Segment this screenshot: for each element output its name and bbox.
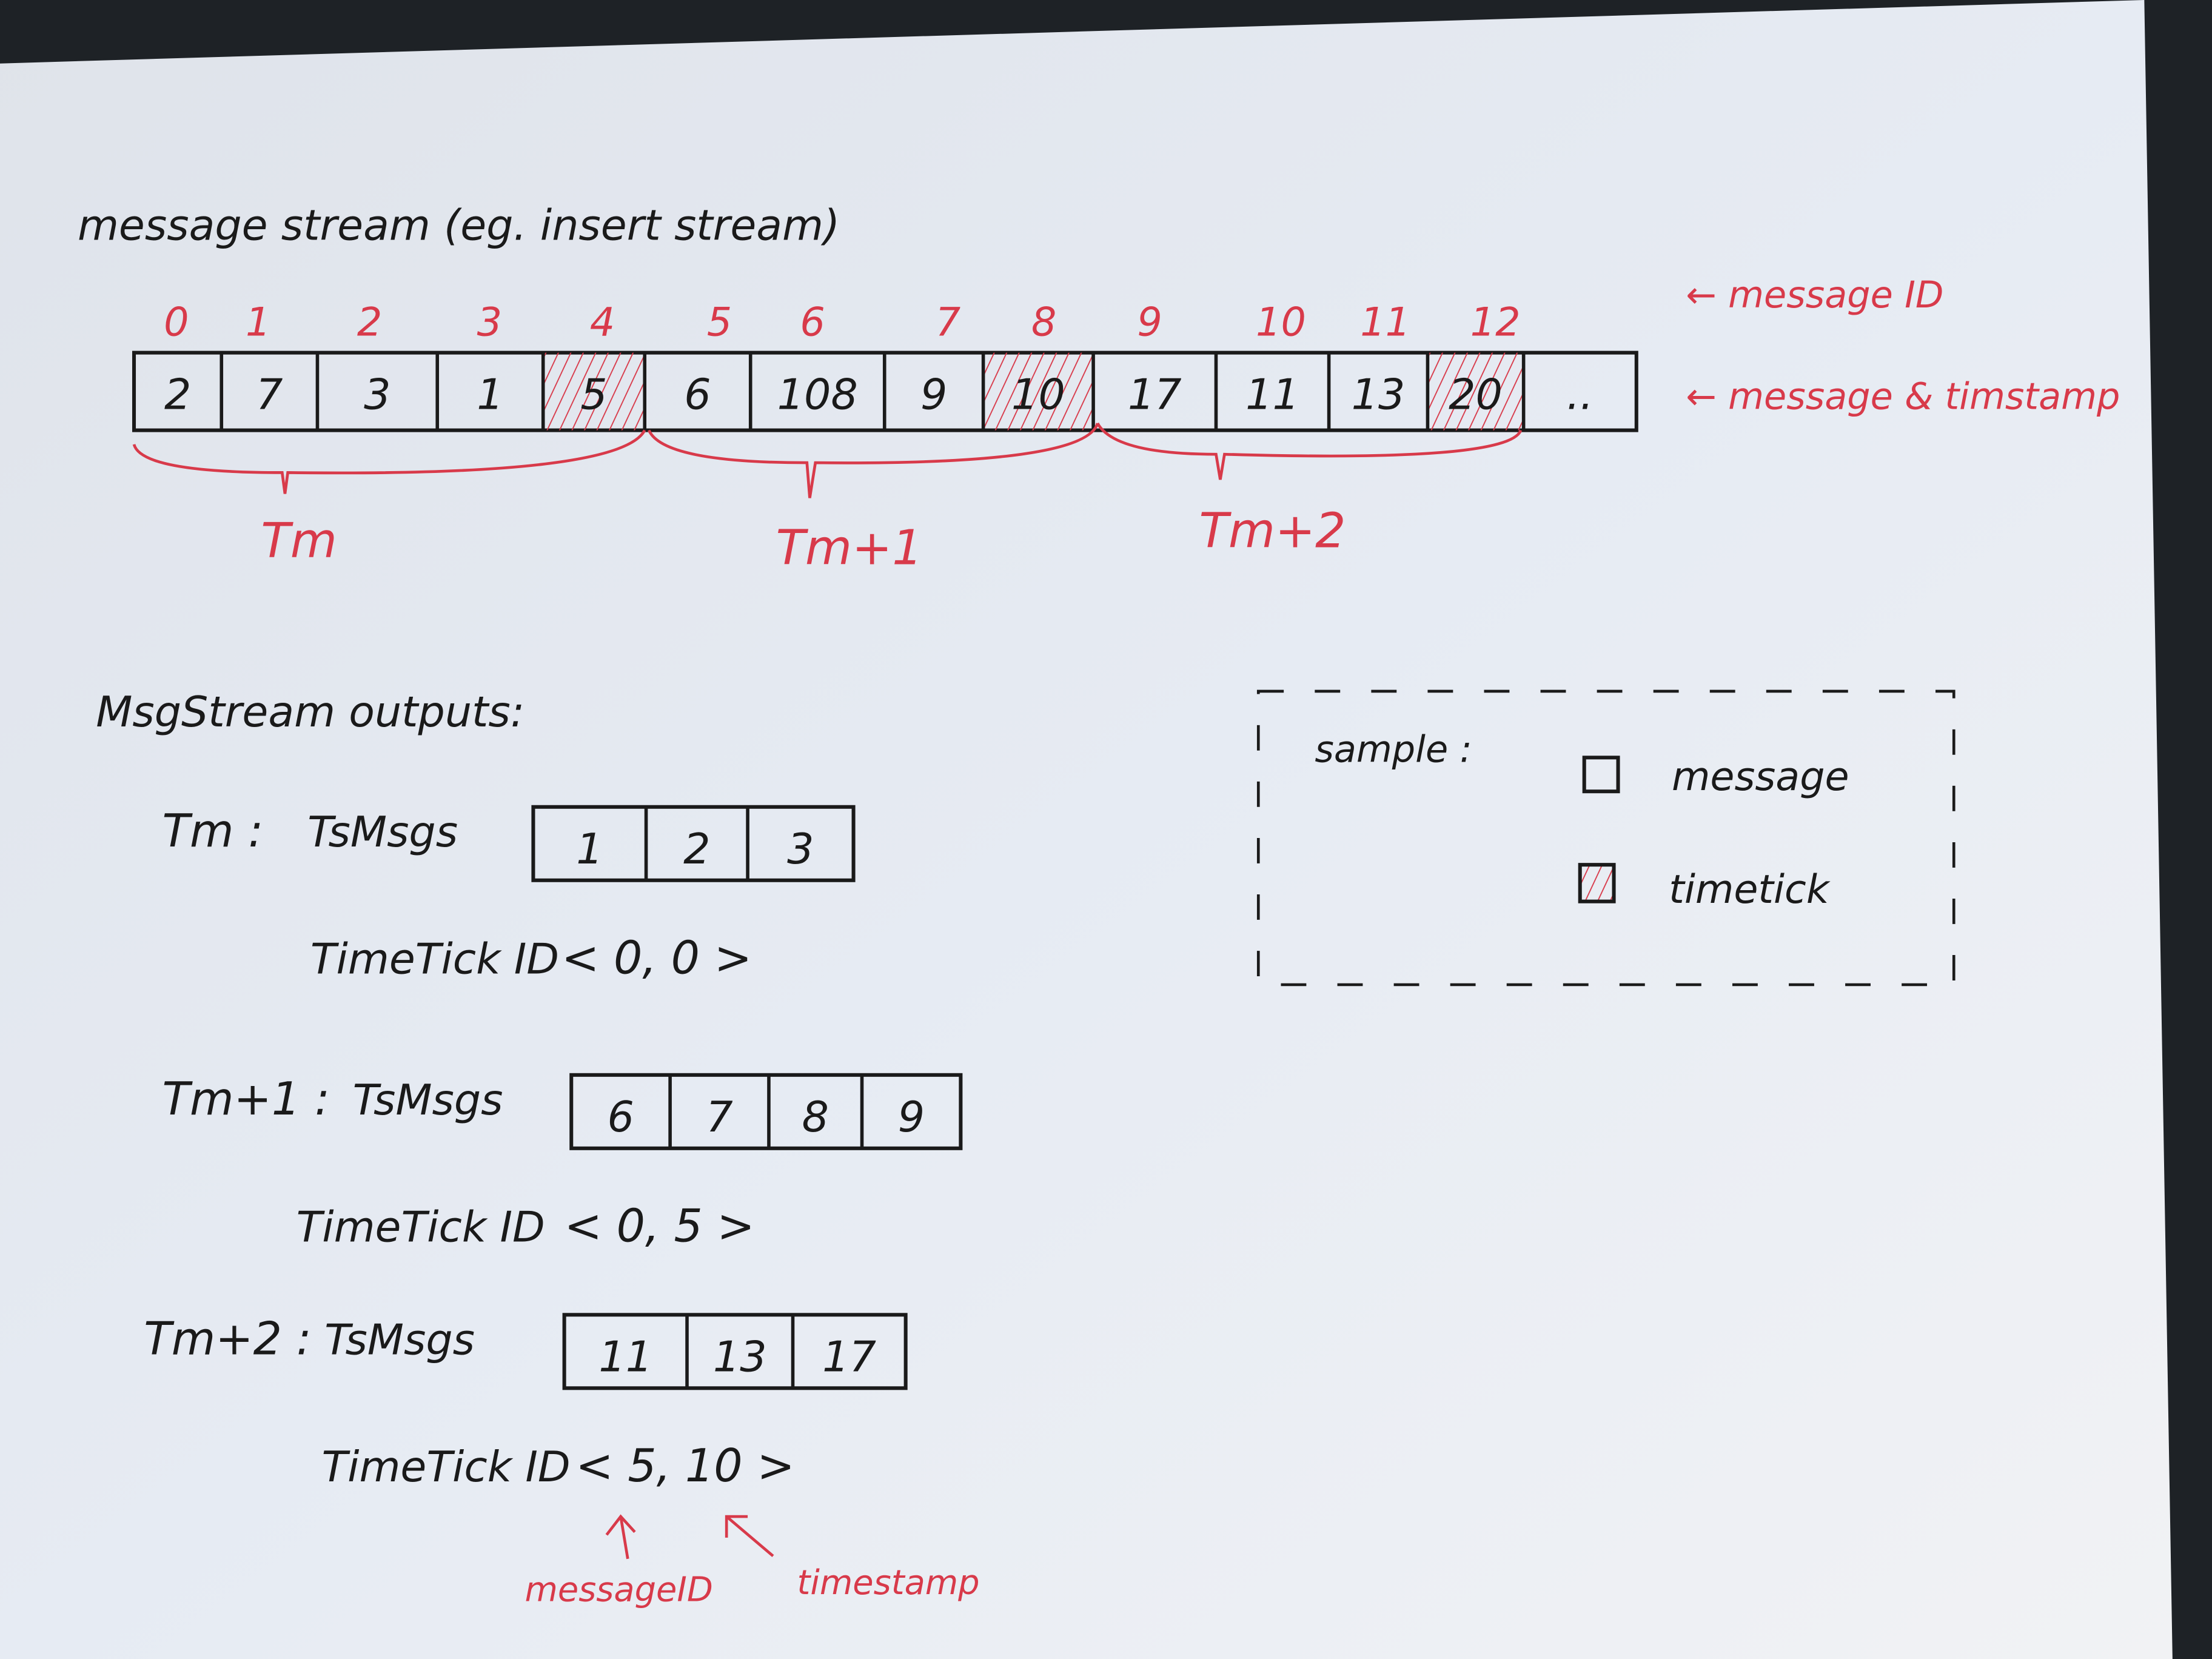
- cell-value: 13: [1352, 370, 1406, 420]
- message-id: 4: [590, 300, 615, 346]
- cell-value: 7: [256, 370, 283, 420]
- output-row-name: Tm :: [163, 805, 264, 857]
- message-id: 5: [707, 300, 732, 346]
- tsmsg-value: 13: [713, 1332, 767, 1381]
- cell-value: 9: [920, 370, 947, 420]
- message-id: 6: [800, 300, 825, 346]
- message-id: 12: [1470, 300, 1521, 346]
- arrow-up-icon: [605, 1514, 636, 1560]
- tsmsg-value: 8: [802, 1093, 829, 1142]
- tsmsg-value: 17: [822, 1332, 876, 1381]
- tsmsgs-box: [569, 1073, 963, 1150]
- tsmsg-value: 3: [787, 825, 814, 874]
- tsmsg-value: 2: [683, 825, 710, 874]
- tsmsgs-label: TsMsgs: [353, 1076, 503, 1125]
- message-id: 11: [1360, 300, 1410, 346]
- tsmsgs-box: [562, 1313, 908, 1390]
- timetick-swatch: [1578, 863, 1616, 903]
- legend-timetick: timetick: [1669, 867, 1831, 913]
- cell-value: 20: [1449, 370, 1503, 420]
- cell-value: 1: [477, 370, 503, 420]
- tsmsgs-box: [531, 805, 856, 882]
- message-id: 0: [164, 300, 189, 346]
- arrow-up-left-icon: [725, 1515, 774, 1557]
- tsmsgs-label: TsMsgs: [307, 808, 458, 857]
- annot-timestamp: timestamp: [797, 1563, 979, 1603]
- timetick-id-label: TimeTick ID: [321, 1443, 570, 1492]
- cell-value: 10: [1011, 370, 1065, 420]
- tsmsgs-label: TsMsgs: [324, 1315, 475, 1364]
- message-id: 7: [936, 300, 960, 346]
- output-row-name: Tm+2 :: [144, 1312, 311, 1365]
- timetick-hatch: [543, 352, 645, 431]
- cell-value: 11: [1245, 370, 1299, 420]
- tsmsg-value: 1: [576, 825, 603, 874]
- annot-message-id: messageID: [525, 1570, 712, 1610]
- message-id: 9: [1137, 300, 1162, 346]
- timetick-id-label: TimeTick ID: [310, 934, 559, 984]
- cell-value: 17: [1128, 370, 1182, 420]
- message-id: 10: [1256, 300, 1306, 346]
- message-id: 1: [246, 300, 270, 346]
- cell-value: ..: [1567, 370, 1594, 420]
- message-id: 3: [477, 300, 502, 346]
- cell-value: 6: [684, 370, 711, 420]
- group-label: Tm+2: [1199, 503, 1346, 559]
- tsmsg-value: 6: [607, 1093, 634, 1142]
- legend-message: message: [1672, 754, 1849, 800]
- message-swatch: [1582, 756, 1620, 794]
- brace-tm1: [648, 423, 1099, 498]
- tsmsg-value: 9: [898, 1093, 925, 1142]
- legend: sample : message timetick: [1256, 689, 1956, 987]
- timetick-hatch: [983, 352, 1094, 431]
- timetick-hatch: [1427, 352, 1524, 431]
- ids-label: ← message ID: [1686, 274, 1943, 317]
- values-label: ← message & timstamp: [1686, 376, 2120, 418]
- cell-value: 3: [364, 370, 390, 420]
- timetick-id-value: < 0, 5 >: [565, 1199, 755, 1252]
- timetick-id-value: < 0, 0 >: [561, 931, 752, 984]
- timetick-id-value: < 5, 10 >: [575, 1439, 794, 1492]
- timetick-id-label: TimeTick ID: [297, 1202, 545, 1252]
- cell-value: 2: [164, 370, 191, 420]
- group-label: Tm: [261, 513, 337, 569]
- stream-title: message stream (eg. insert stream): [78, 201, 840, 250]
- tsmsg-value: 11: [598, 1332, 652, 1381]
- group-label: Tm+1: [776, 520, 923, 576]
- output-row-name: Tm+1 :: [163, 1073, 330, 1125]
- tsmsg-value: 7: [706, 1093, 732, 1142]
- message-id: 8: [1031, 300, 1056, 346]
- legend-title: sample :: [1315, 728, 1472, 771]
- cell-value: 108: [777, 370, 858, 420]
- message-id: 2: [357, 300, 382, 346]
- outputs-title: MsgStream outputs:: [96, 688, 525, 737]
- cell-value: 5: [580, 370, 607, 420]
- brace-tm2: [1096, 422, 1523, 480]
- brace-tm: [132, 429, 646, 494]
